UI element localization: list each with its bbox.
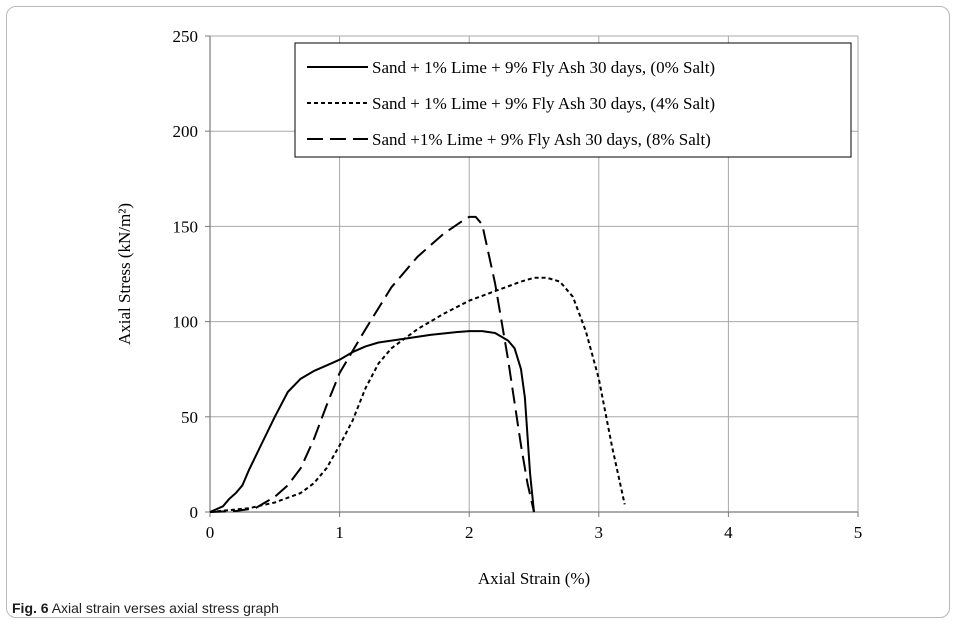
series-line-3 xyxy=(209,215,535,513)
x-tick-label: 1 xyxy=(335,523,344,542)
x-tick-label: 3 xyxy=(595,523,604,542)
series-lines xyxy=(209,215,626,513)
legend-box xyxy=(294,42,852,158)
series-line-1 xyxy=(209,330,535,513)
figure-caption: Fig. 6 Axial strain verses axial stress … xyxy=(12,600,279,616)
y-axis-title: Axial Stress (kN/m²) xyxy=(115,203,134,345)
figure-caption-text: Axial strain verses axial stress graph xyxy=(51,600,279,616)
x-axis-title: Axial Strain (%) xyxy=(478,569,590,588)
figure-label: Fig. 6 xyxy=(12,600,49,616)
legend: Sand + 1% Lime + 9% Fly Ash 30 days, (0%… xyxy=(294,42,852,158)
x-tick-label: 2 xyxy=(465,523,474,542)
series-line-2 xyxy=(209,276,626,513)
legend-label-2: Sand + 1% Lime + 9% Fly Ash 30 days, (4%… xyxy=(372,94,715,113)
y-tick-label: 0 xyxy=(190,503,199,522)
y-tick-label: 150 xyxy=(173,217,199,236)
figure-frame xyxy=(6,6,950,618)
x-tick-label: 5 xyxy=(854,523,863,542)
x-tick-label: 4 xyxy=(724,523,733,542)
legend-label-1: Sand + 1% Lime + 9% Fly Ash 30 days, (0%… xyxy=(372,58,715,77)
y-tick-label: 50 xyxy=(181,408,198,427)
y-tick-label: 100 xyxy=(173,313,199,332)
legend-label-3: Sand +1% Lime + 9% Fly Ash 30 days, (8% … xyxy=(372,130,711,149)
y-tick-label: 250 xyxy=(173,27,199,46)
x-tick-label: 0 xyxy=(206,523,215,542)
y-tick-label: 200 xyxy=(173,122,199,141)
